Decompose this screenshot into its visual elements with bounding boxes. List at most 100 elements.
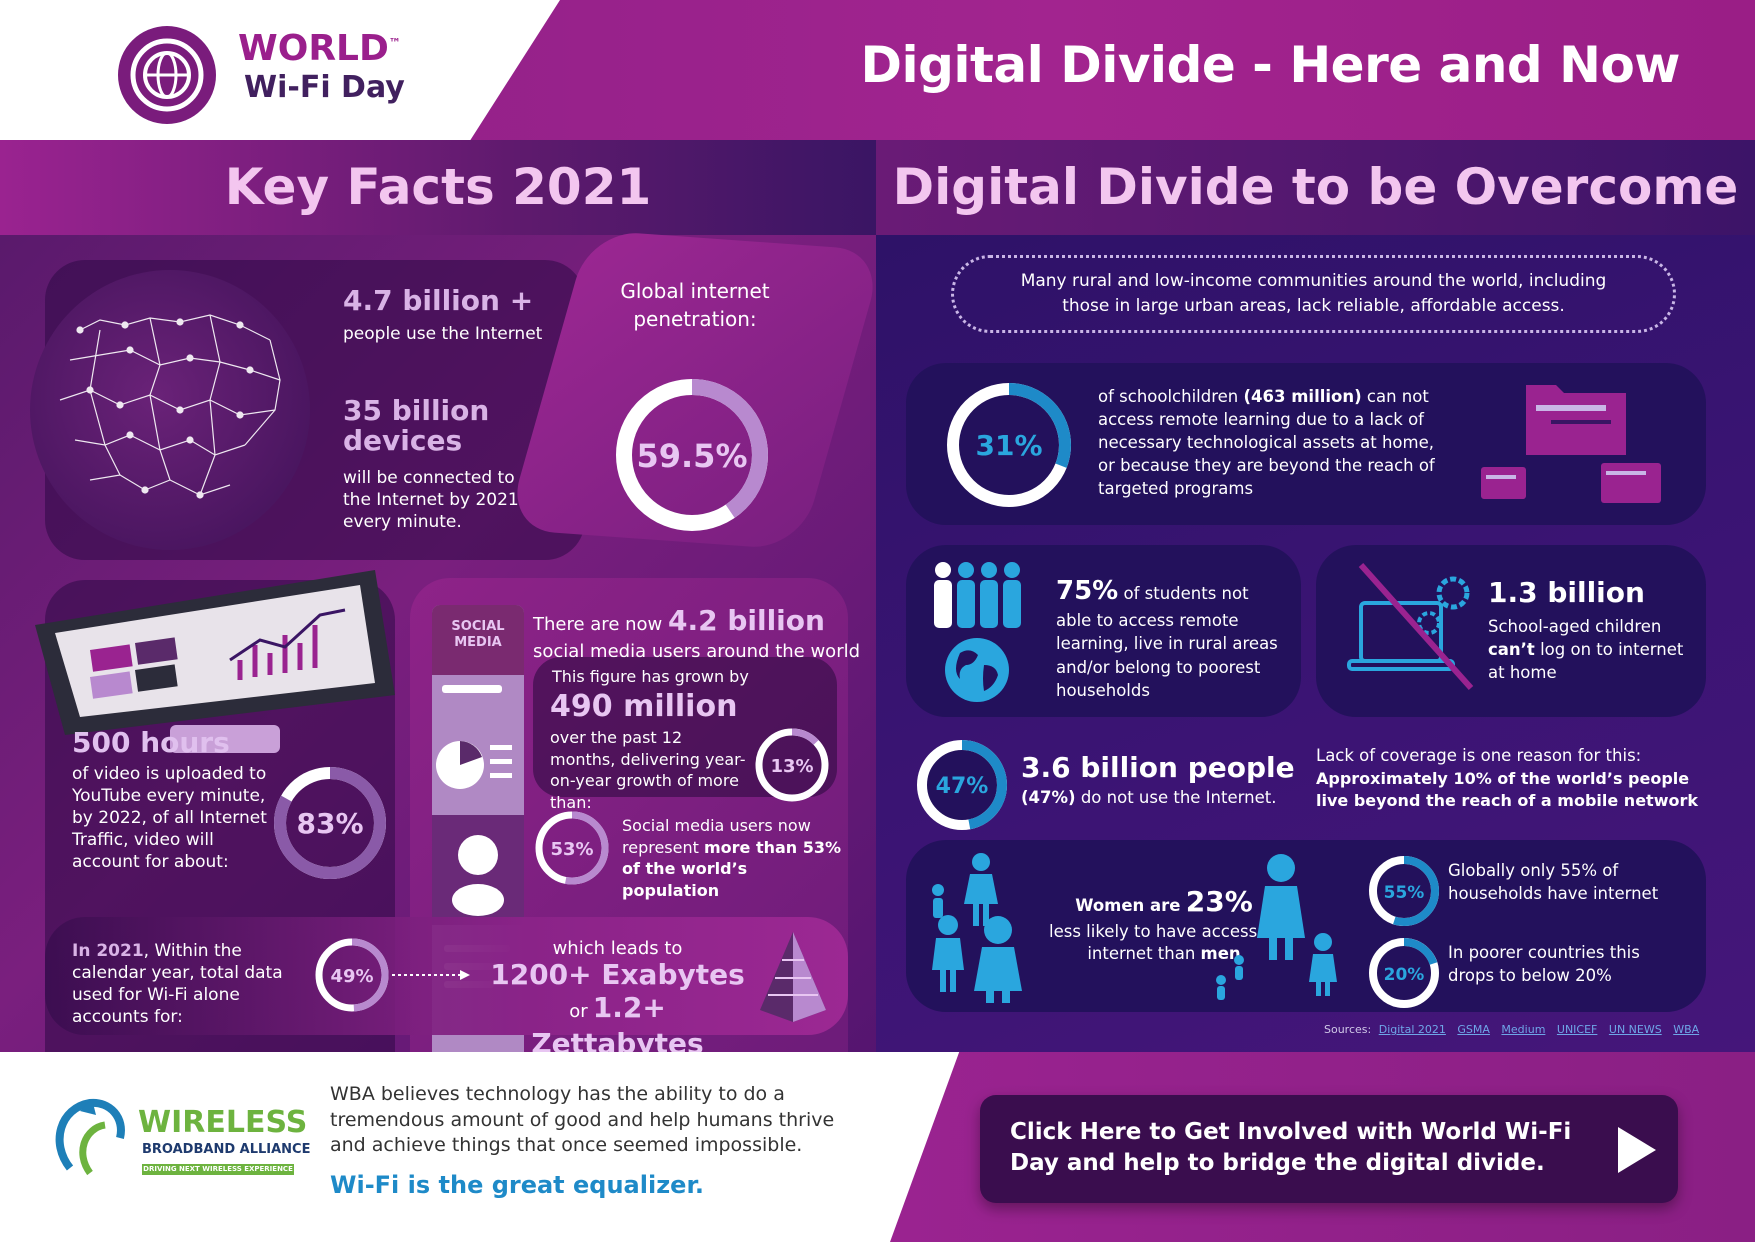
population-pct: 53% bbox=[550, 839, 593, 860]
school-text-1: of schoolchildren bbox=[1098, 387, 1239, 406]
children-value: 1.3 billion bbox=[1488, 576, 1645, 609]
women-value: 23% bbox=[1185, 885, 1253, 918]
women-intro: Women are bbox=[1075, 896, 1181, 915]
exa-value: 1200+ Exabytes bbox=[490, 958, 745, 991]
households-pct: 55% bbox=[1384, 883, 1425, 903]
cta-text: Click Here to Get Involved with World Wi… bbox=[1010, 1119, 1572, 1177]
source-link-unicef[interactable]: UNICEF bbox=[1556, 1023, 1598, 1036]
people-text: do not use the Internet. bbox=[1080, 788, 1277, 807]
school-bold-value: (463 million) bbox=[1243, 387, 1362, 406]
people-bold: (47%) bbox=[1021, 788, 1076, 807]
social-value: 4.2 billion bbox=[668, 604, 825, 637]
children-card bbox=[1316, 545, 1706, 717]
monitor-icon bbox=[30, 565, 400, 755]
children-text-block: School-aged children can’t log on to int… bbox=[1488, 615, 1688, 684]
students-text-block: 75% of students not able to access remot… bbox=[1056, 573, 1286, 702]
video-ring: 83% bbox=[274, 767, 386, 879]
women-bold: men bbox=[1200, 944, 1241, 964]
school-pct: 31% bbox=[975, 429, 1042, 462]
folder-icon bbox=[1481, 385, 1661, 503]
poorer-text: In poorer countries this drops to below … bbox=[1448, 943, 1640, 986]
growth-value: 490 million bbox=[550, 689, 738, 724]
wifi-ring: 49% bbox=[315, 938, 389, 1012]
zetta-value: 1.2+ Zettabytes bbox=[531, 991, 704, 1061]
population-bold: more than 53% of the world’s population bbox=[622, 837, 842, 900]
social-tag-1: SOCIAL bbox=[451, 619, 505, 634]
wba-name-1: WIRELESS bbox=[138, 1105, 308, 1140]
poorer-ring: 20% bbox=[1369, 938, 1439, 1008]
video-value: 500 hours bbox=[72, 726, 230, 759]
source-link-medium[interactable]: Medium bbox=[1501, 1023, 1546, 1036]
devices-value-2: devices bbox=[343, 424, 463, 457]
pyramid-icon bbox=[760, 932, 826, 1022]
digital-divide-panel: Many rural and low-income communities ar… bbox=[876, 235, 1755, 1052]
source-link-gsma[interactable]: GSMA bbox=[1457, 1023, 1490, 1036]
population-text: Social media users now represent bbox=[622, 816, 811, 857]
school-text-block: of schoolchildren (463 million) can not … bbox=[1098, 385, 1438, 500]
women-card bbox=[906, 840, 1706, 1012]
school-ring: 31% bbox=[947, 383, 1071, 507]
logo-text-world: WORLD™ bbox=[238, 28, 401, 69]
devices-text: will be connected to the Internet by 202… bbox=[343, 468, 525, 533]
students-text: of students not able to access remote le… bbox=[1056, 584, 1278, 700]
school-text-2: can not access remote learning due to a … bbox=[1098, 387, 1435, 499]
key-facts-title: Key Facts 2021 bbox=[224, 158, 652, 216]
women-text: less likely to have access to internet t… bbox=[1048, 921, 1279, 964]
households-ring: 55% bbox=[1369, 856, 1439, 926]
globe-network-icon bbox=[30, 270, 310, 550]
no-laptop-icon bbox=[1347, 563, 1474, 690]
video-pct: 83% bbox=[296, 807, 363, 840]
women-icon bbox=[932, 853, 1022, 1003]
left-title-band: Key Facts 2021 bbox=[0, 140, 876, 235]
source-link-un-news[interactable]: UN NEWS bbox=[1608, 1023, 1662, 1036]
penetration-ring: 59.5% bbox=[616, 379, 768, 531]
key-facts-panel: 4.7 billion + people use the Internet 35… bbox=[0, 229, 885, 1136]
wifi-pct: 49% bbox=[330, 966, 373, 987]
growth-ring: 13% bbox=[755, 728, 829, 802]
exa-intro: which leads to bbox=[552, 938, 683, 959]
population-ring: 53% bbox=[535, 811, 609, 885]
wifi-text: , Within the calendar year, total data u… bbox=[72, 941, 283, 1028]
footer-tagline: Wi-Fi is the great equalizer. bbox=[330, 1171, 704, 1199]
intro-text: Many rural and low-income communities ar… bbox=[1020, 271, 1607, 316]
source-link-wba[interactable]: WBA bbox=[1673, 1023, 1700, 1036]
social-text: social media users around the world bbox=[533, 641, 861, 662]
page-title: Digital Divide - Here and Now bbox=[860, 36, 1680, 94]
exa-or: or bbox=[569, 1001, 588, 1022]
social-intro: There are now bbox=[533, 614, 663, 635]
footer-text: WBA believes technology has the ability … bbox=[330, 1083, 835, 1157]
students-icon bbox=[934, 562, 1021, 628]
logo-text-wifi-day: Wi-Fi Day bbox=[244, 70, 405, 105]
internet-users-text: people use the Internet bbox=[343, 324, 543, 344]
wifi-year: In 2021 bbox=[72, 941, 144, 961]
households-text: Globally only 55% of households have int… bbox=[1448, 861, 1659, 904]
poorer-pct: 20% bbox=[1384, 965, 1425, 985]
intro-box: Many rural and low-income communities ar… bbox=[951, 255, 1676, 333]
penetration-label: Global internet penetration: bbox=[620, 279, 770, 331]
source-link-digital-2021[interactable]: Digital 2021 bbox=[1378, 1023, 1446, 1036]
people-value: 3.6 billion people bbox=[1021, 751, 1295, 784]
devices-value-1: 35 billion bbox=[343, 394, 490, 427]
earth-icon bbox=[945, 638, 1009, 702]
header-logo-area bbox=[0, 0, 560, 140]
wba-slogan: DRIVING NEXT WIRELESS EXPERIENCE bbox=[142, 1164, 294, 1176]
children-bold: can’t bbox=[1488, 640, 1535, 660]
growth-text: over the past 12 months, delivering year… bbox=[550, 728, 746, 812]
wba-name-2: BROADBAND ALLIANCE bbox=[142, 1142, 311, 1157]
people-ring: 47% bbox=[917, 740, 1007, 830]
world-wifi-day-logo-icon[interactable] bbox=[118, 26, 216, 124]
wba-logo-icon[interactable] bbox=[50, 1093, 135, 1183]
get-involved-button[interactable]: Click Here to Get Involved with World Wi… bbox=[980, 1095, 1678, 1203]
people-text-block: (47%) do not use the Internet. bbox=[1021, 787, 1276, 808]
women-text-block: Women are 23% less likely to have access … bbox=[1044, 883, 1284, 965]
sources-label: Sources: bbox=[1324, 1023, 1372, 1036]
penetration-value: 59.5% bbox=[636, 437, 747, 475]
growth-intro: This figure has grown by bbox=[552, 667, 749, 686]
social-intro-line: There are now 4.2 billion bbox=[533, 603, 825, 639]
internet-users-value: 4.7 billion + bbox=[343, 284, 534, 317]
coverage-text: Lack of coverage is one reason for this: bbox=[1316, 746, 1642, 765]
wifi-text-block: In 2021, Within the calendar year, total… bbox=[72, 940, 312, 1028]
growth-card bbox=[533, 657, 837, 797]
video-text: of video is uploaded to YouTube every mi… bbox=[72, 764, 267, 873]
population-text-block: Social media users now represent more th… bbox=[622, 815, 842, 901]
